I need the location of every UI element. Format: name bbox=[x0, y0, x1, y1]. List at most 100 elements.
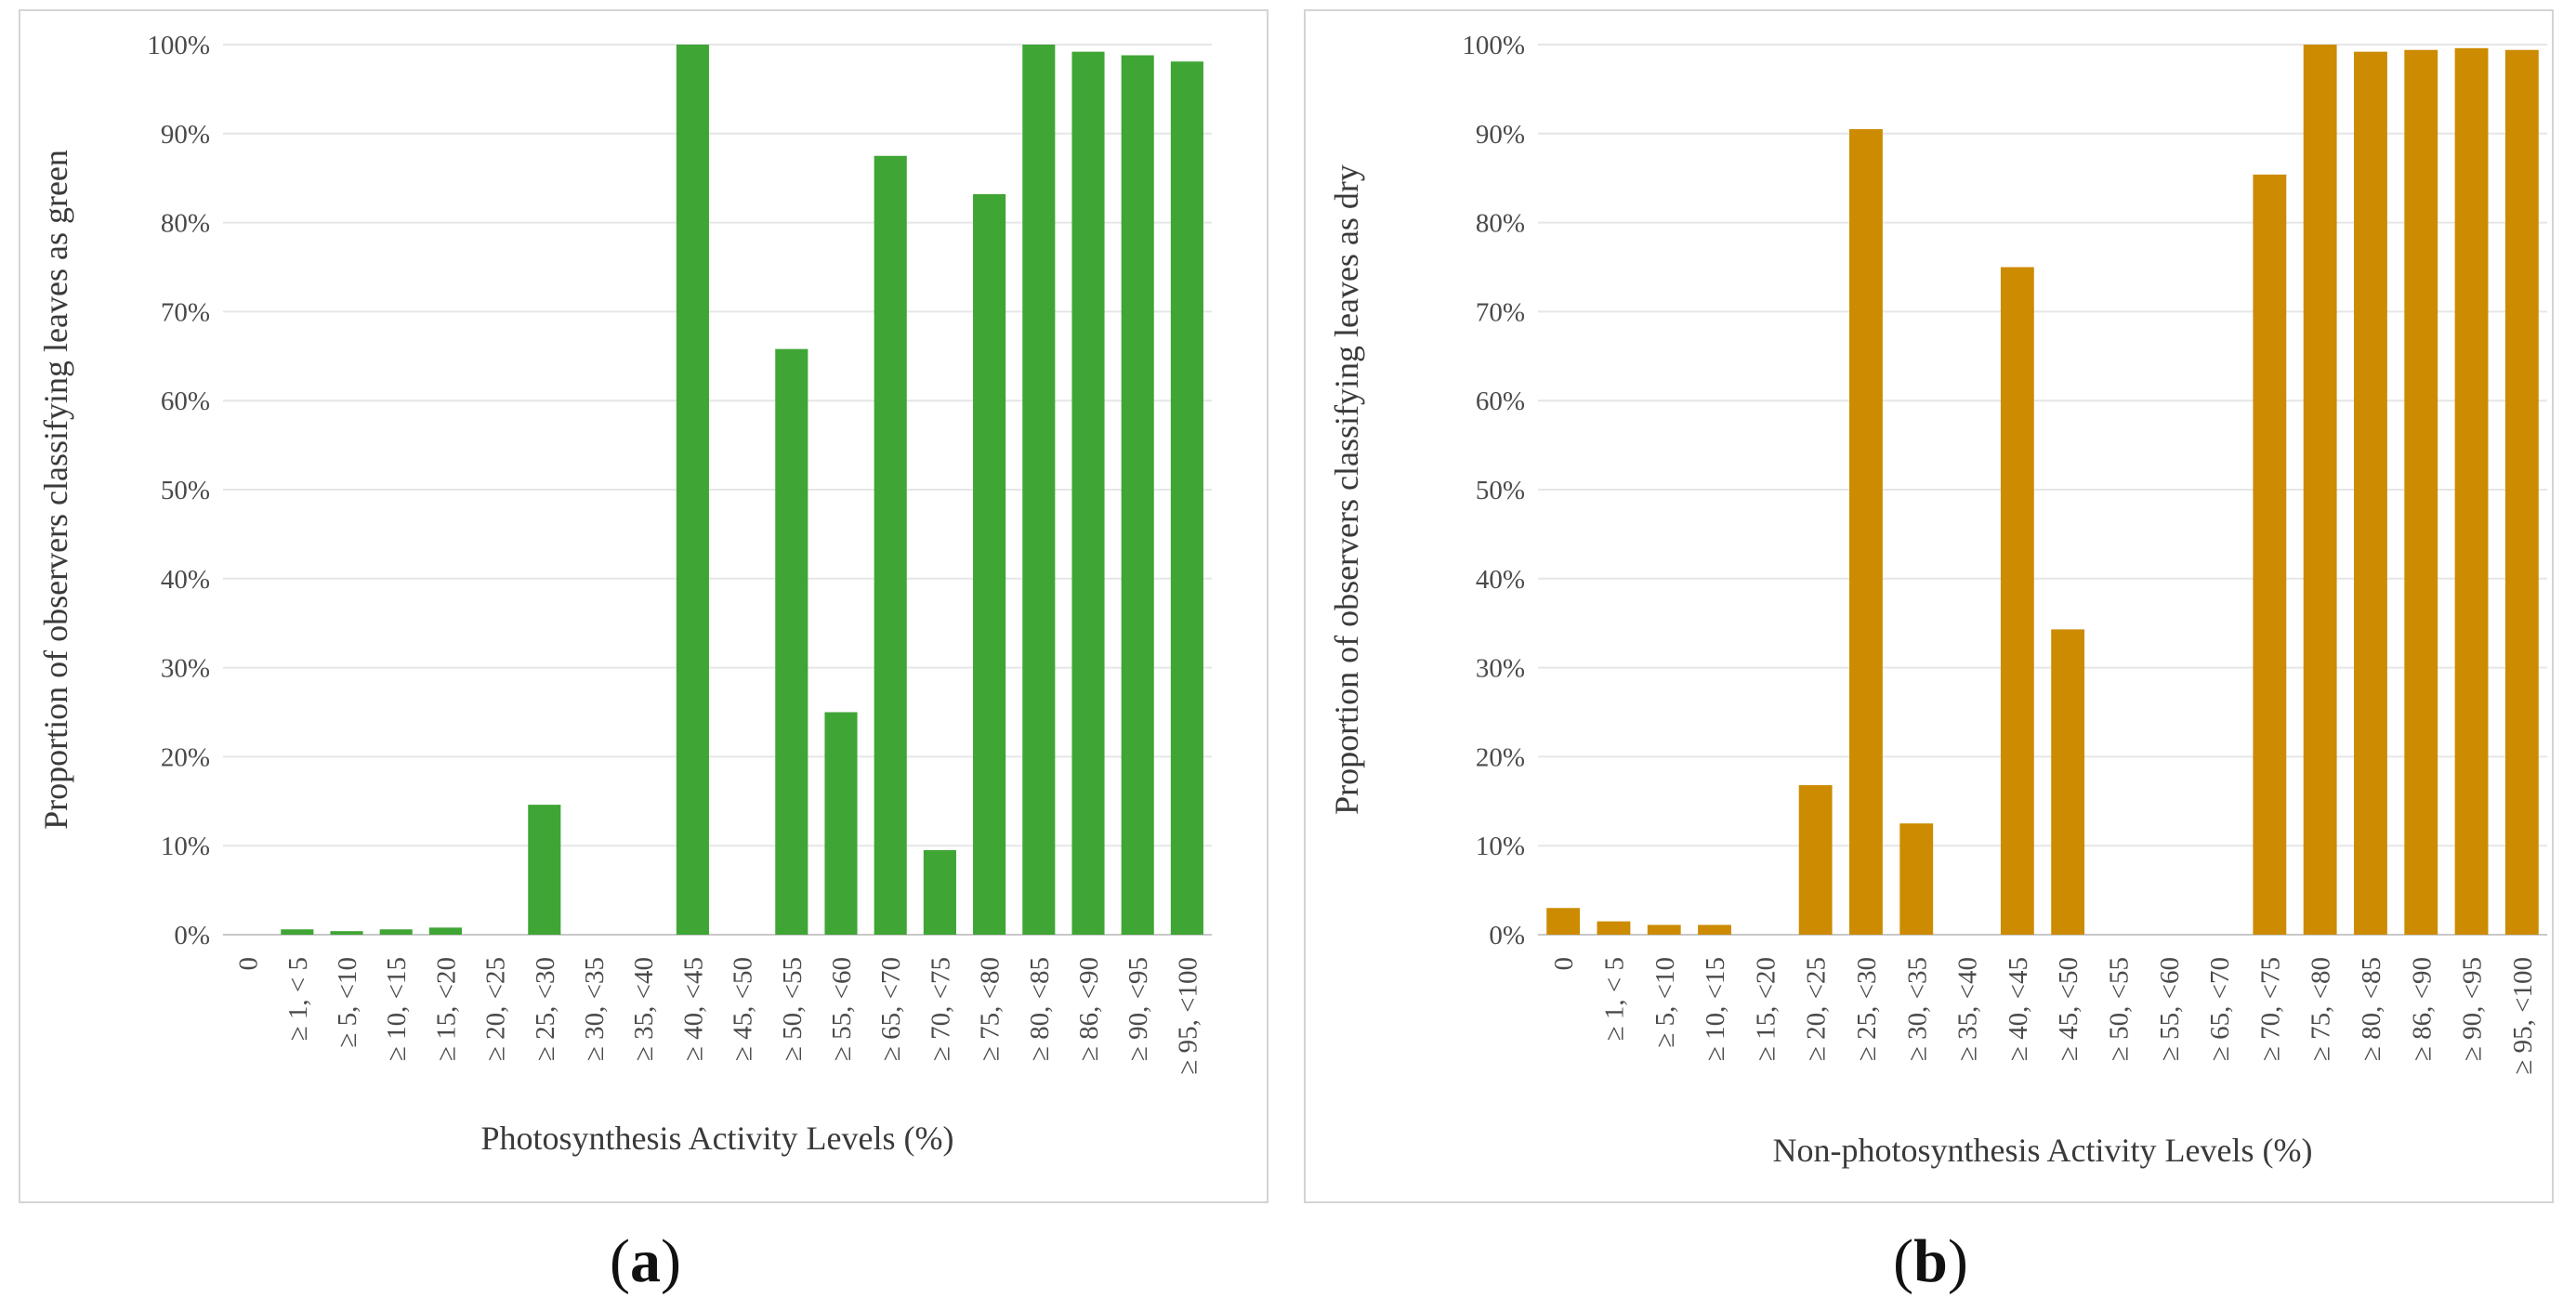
bar bbox=[874, 155, 907, 935]
y-tick-label: 30% bbox=[161, 654, 210, 684]
bar bbox=[281, 929, 314, 935]
chart-panel-b: 0% 10% 20% 30% 40% 50% 60% 70% 80% 90% 100% 0 ≥ 1, <… bbox=[1304, 9, 2557, 1208]
y-axis-title: Proportion of observers classifying leav… bbox=[1328, 164, 1365, 815]
bar bbox=[2454, 47, 2489, 935]
bar bbox=[923, 849, 956, 935]
y-tick-label: 60% bbox=[1476, 387, 1525, 416]
x-tick-label: ≥ 15, <20 bbox=[431, 957, 461, 1061]
bar bbox=[1022, 45, 1056, 935]
chart-b: 0% 10% 20% 30% 40% 50% 60% 70% 80% 90% 100% 0 ≥ 1, <… bbox=[1328, 31, 2547, 1169]
bar bbox=[2404, 49, 2438, 936]
y-tick-label: 80% bbox=[1476, 209, 1525, 239]
x-tick-label: ≥ 45, <50 bbox=[729, 957, 758, 1061]
y-tick-label: 50% bbox=[1476, 476, 1525, 505]
y-tick-label: 40% bbox=[161, 565, 210, 595]
x-tick-label: ≥ 95, <100 bbox=[1173, 957, 1203, 1075]
x-tick-label: ≥ 40, <45 bbox=[2004, 957, 2033, 1061]
y-tick-label: 50% bbox=[161, 476, 210, 505]
y-tick-label: 0% bbox=[174, 921, 210, 950]
x-axis-title: Photosynthesis Activity Levels (%) bbox=[481, 1120, 954, 1157]
x-tick-label: ≥ 1, < 5 bbox=[283, 957, 313, 1041]
bar bbox=[1899, 823, 1934, 935]
y-tick-label: 30% bbox=[1476, 654, 1525, 684]
bar bbox=[2303, 45, 2337, 935]
y-tick-label: 20% bbox=[1476, 742, 1525, 772]
x-tick-label: ≥ 75, <80 bbox=[976, 957, 1005, 1061]
x-tick-label: ≥ 86, <90 bbox=[1074, 957, 1104, 1061]
x-tick-label: ≥ 50, <55 bbox=[2104, 957, 2134, 1061]
x-tick-label: ≥ 70, <75 bbox=[2255, 957, 2285, 1061]
bar bbox=[1698, 924, 1731, 935]
x-tick-label: ≥ 35, <40 bbox=[629, 957, 659, 1061]
bar bbox=[1170, 61, 1203, 935]
bar bbox=[379, 929, 413, 935]
x-tick-label: 0 bbox=[234, 957, 264, 971]
x-tick-label: ≥ 25, <30 bbox=[1852, 957, 1882, 1061]
y-tick-label: 70% bbox=[161, 297, 210, 327]
bar bbox=[1121, 55, 1154, 936]
y-tick-label: 0% bbox=[1489, 921, 1525, 950]
bar bbox=[528, 805, 561, 935]
x-tick-label: ≥ 45, <50 bbox=[2054, 957, 2083, 1061]
x-tick-label: ≥ 90, <95 bbox=[1124, 957, 1153, 1061]
x-tick-label: ≥ 55, <60 bbox=[2155, 957, 2185, 1061]
panel-caption-a: (a) bbox=[610, 1227, 681, 1295]
bar bbox=[1071, 51, 1105, 935]
bar bbox=[2504, 49, 2539, 936]
x-tick-label: ≥ 80, <85 bbox=[2357, 957, 2386, 1061]
bar bbox=[1597, 921, 1631, 935]
x-tick-label: ≥ 30, <35 bbox=[1902, 957, 1932, 1061]
y-tick-label: 60% bbox=[161, 387, 210, 416]
bar bbox=[2253, 174, 2287, 936]
x-tick-label: ≥ 40, <45 bbox=[678, 957, 708, 1061]
y-tick-label: 10% bbox=[1476, 832, 1525, 861]
y-tick-label: 90% bbox=[1476, 120, 1525, 150]
y-tick-label: 40% bbox=[1476, 565, 1525, 595]
x-tick-label: ≥ 30, <35 bbox=[580, 957, 610, 1061]
x-tick-label: ≥ 20, <25 bbox=[481, 957, 511, 1061]
x-tick-label: 0 bbox=[1549, 957, 1579, 971]
x-tick-label: ≥ 35, <40 bbox=[1953, 957, 1983, 1061]
x-tick-label: ≥ 65, <70 bbox=[876, 957, 906, 1061]
x-tick-label: ≥ 5, <10 bbox=[1650, 957, 1680, 1048]
bar bbox=[775, 348, 808, 935]
x-axis-title: Non-photosynthesis Activity Levels (%) bbox=[1773, 1132, 2313, 1169]
chart-frame-a bbox=[19, 9, 1268, 1203]
x-tick-label: ≥ 90, <95 bbox=[2458, 957, 2488, 1061]
bar bbox=[2000, 267, 2034, 935]
x-tick-label: ≥ 15, <20 bbox=[1751, 957, 1781, 1061]
y-tick-label: 90% bbox=[161, 120, 210, 150]
y-tick-label: 80% bbox=[161, 209, 210, 239]
bar bbox=[1647, 924, 1681, 935]
x-tick-label: ≥ 65, <70 bbox=[2205, 957, 2235, 1061]
chart-panel-a: 0% 10% 20% 30% 40% 50% 60% 70% 80% 90% 100% 0 ≥ 1, <… bbox=[19, 9, 1272, 1208]
y-tick-label: 10% bbox=[161, 832, 210, 861]
x-tick-label: ≥ 50, <55 bbox=[778, 957, 808, 1061]
bar bbox=[824, 712, 858, 935]
bar bbox=[1546, 908, 1581, 935]
y-tick-label: 100% bbox=[147, 31, 210, 60]
x-tick-label: ≥ 20, <25 bbox=[1802, 957, 1832, 1061]
x-tick-label: ≥ 25, <30 bbox=[531, 957, 560, 1061]
bar bbox=[1849, 129, 1883, 935]
panel-caption-b: (b) bbox=[1893, 1227, 1968, 1295]
x-tick-label: ≥ 10, <15 bbox=[382, 957, 412, 1061]
bar bbox=[2051, 629, 2085, 935]
x-tick-label: ≥ 70, <75 bbox=[926, 957, 955, 1061]
x-tick-label: ≥ 80, <85 bbox=[1025, 957, 1055, 1061]
chart-a: 0% 10% 20% 30% 40% 50% 60% 70% 80% 90% 100% 0 ≥ 1, <… bbox=[37, 31, 1212, 1157]
bar bbox=[973, 193, 1006, 936]
bar bbox=[2354, 51, 2387, 935]
x-tick-label: ≥ 10, <15 bbox=[1701, 957, 1730, 1061]
x-tick-label: ≥ 75, <80 bbox=[2307, 957, 2336, 1061]
y-tick-label: 100% bbox=[1462, 31, 1525, 60]
x-tick-label: ≥ 95, <100 bbox=[2508, 957, 2538, 1075]
y-axis-title: Proportion of observers classifying leav… bbox=[37, 150, 74, 830]
bar bbox=[428, 927, 462, 935]
bar bbox=[330, 931, 363, 935]
x-tick-label: ≥ 1, < 5 bbox=[1599, 957, 1629, 1041]
bar bbox=[676, 45, 709, 935]
x-tick-label: ≥ 55, <60 bbox=[827, 957, 857, 1061]
x-tick-label: ≥ 5, <10 bbox=[333, 957, 362, 1048]
x-tick-label: ≥ 86, <90 bbox=[2407, 957, 2437, 1061]
